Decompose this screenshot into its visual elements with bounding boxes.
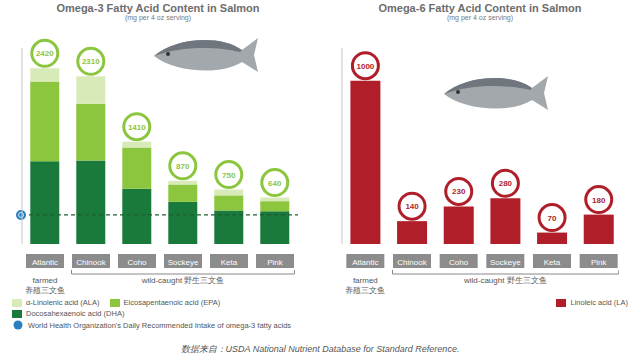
svg-text:Chinook: Chinook <box>397 258 427 267</box>
html-text:(mg per 4 oz serving): (mg per 4 oz serving) <box>124 14 192 21</box>
html-text:α-Linolenic acid (ALA): α-Linolenic acid (ALA) <box>26 298 100 307</box>
svg-text:Pink: Pink <box>267 258 284 267</box>
svg-text:Sockeye: Sockeye <box>490 258 521 267</box>
svg-text:Atlantic: Atlantic <box>32 258 58 267</box>
html-text:World Health Organization's Da: World Health Organization's Daily Recomm… <box>28 320 292 330</box>
html-text:Eicosapentaenoic acid (EPA): Eicosapentaenoic acid (EPA) <box>123 298 221 307</box>
html-text:养殖三文鱼: 养殖三文鱼 <box>345 286 386 295</box>
svg-text:Keta: Keta <box>221 258 238 267</box>
html-text:(mg per 4 oz serving): (mg per 4 oz serving) <box>446 14 514 21</box>
svg-text:640: 640 <box>268 179 282 188</box>
html-text:Omega-6 Fatty Acid Content in: Omega-6 Fatty Acid Content in Salmon <box>378 2 582 14</box>
html-text:养殖三文鱼: 养殖三文鱼 <box>25 286 65 295</box>
html-text:farmed: farmed <box>352 276 378 285</box>
html-text:farmed: farmed <box>32 276 58 285</box>
svg-text:870: 870 <box>176 162 190 171</box>
svg-text:2420: 2420 <box>36 49 54 58</box>
html-text:Linoleic acid (LA): Linoleic acid (LA) <box>570 298 628 307</box>
svg-text:Coho: Coho <box>127 258 147 267</box>
html-text:数据来自：USDA National Nutrient Da: 数据来自：USDA National Nutrient Database for… <box>180 344 460 354</box>
svg-text:2310: 2310 <box>82 57 100 66</box>
svg-text:1000: 1000 <box>357 62 375 71</box>
svg-text:750: 750 <box>222 171 236 180</box>
svg-text:Pink: Pink <box>591 258 608 267</box>
html-text:wild-caught 野生三文鱼: wild-caught 野生三文鱼 <box>464 276 547 285</box>
html-text:Docosahexaenoic acid (DHA): Docosahexaenoic acid (DHA) <box>26 309 125 318</box>
svg-text:1410: 1410 <box>128 123 146 132</box>
svg-text:Atlantic: Atlantic <box>352 258 378 267</box>
svg-text:Coho: Coho <box>449 258 469 267</box>
svg-text:70: 70 <box>548 214 557 223</box>
svg-text:Sockeye: Sockeye <box>168 258 199 267</box>
svg-text:180: 180 <box>592 196 606 205</box>
html-text:wild-caught 野生三文鱼: wild-caught 野生三文鱼 <box>141 276 225 285</box>
svg-text:Keta: Keta <box>544 258 561 267</box>
html-text:Omega-3 Fatty Acid Content in: Omega-3 Fatty Acid Content in Salmon <box>56 2 260 14</box>
svg-text:280: 280 <box>499 179 513 188</box>
svg-text:Chinook: Chinook <box>76 258 106 267</box>
svg-text:140: 140 <box>405 202 419 211</box>
svg-text:230: 230 <box>452 187 466 196</box>
